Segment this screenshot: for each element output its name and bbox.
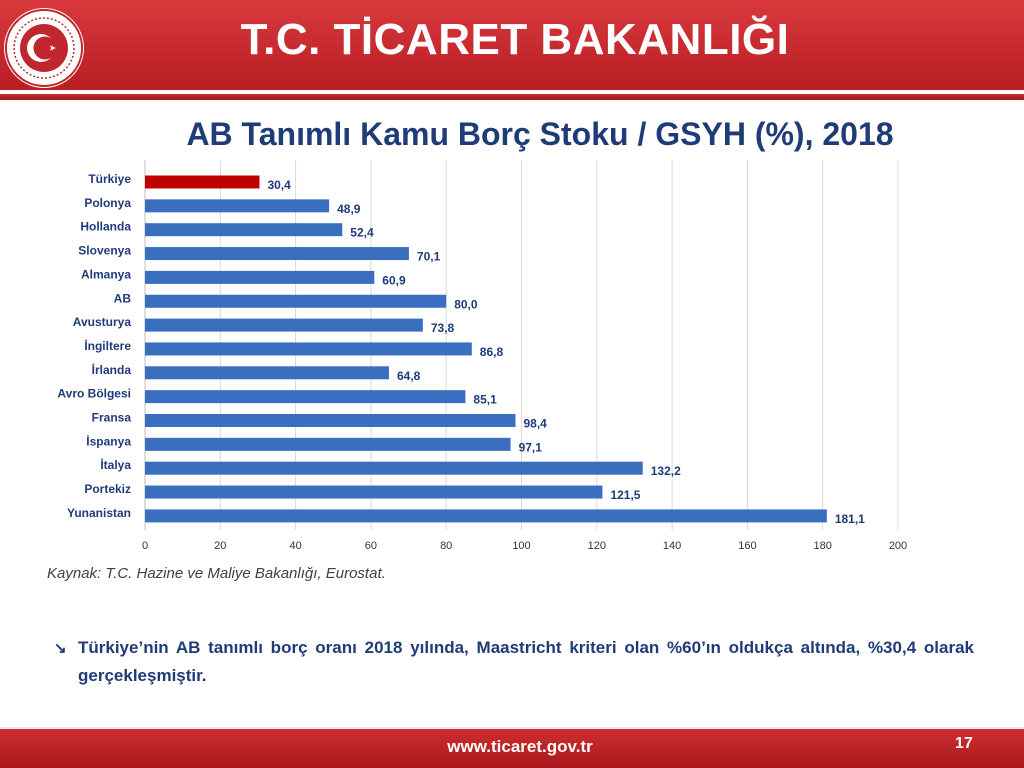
arrow-down-right-icon: ↘	[54, 640, 67, 657]
x-tick-label: 120	[588, 540, 606, 552]
bar	[145, 366, 389, 380]
data-label: 73,8	[431, 321, 455, 335]
bar	[145, 509, 827, 523]
data-label: 86,8	[480, 345, 504, 359]
category-label: İngiltere	[84, 338, 131, 353]
x-tick-label: 160	[738, 540, 756, 552]
data-label: 80,0	[454, 297, 478, 311]
category-label: Türkiye	[88, 172, 131, 186]
header-bar	[0, 0, 1024, 90]
data-label: 121,5	[610, 488, 640, 502]
ministry-logo	[4, 8, 84, 88]
bar	[145, 390, 466, 404]
page-number: 17	[955, 735, 973, 752]
data-label: 97,1	[519, 440, 543, 454]
data-label: 60,9	[382, 273, 406, 287]
header-underline	[0, 94, 1024, 100]
x-tick-label: 180	[814, 540, 832, 552]
data-label: 98,4	[523, 417, 547, 431]
category-label: Hollanda	[80, 220, 131, 234]
data-label: 30,4	[267, 178, 291, 192]
bar	[145, 342, 472, 356]
data-label: 132,2	[651, 464, 681, 478]
bar	[145, 223, 343, 237]
category-label: Polonya	[84, 196, 131, 210]
bar	[145, 437, 511, 451]
footer-bar	[0, 729, 1024, 768]
bar	[145, 199, 330, 213]
category-label: Fransa	[92, 411, 132, 425]
footer-divider	[0, 727, 1024, 729]
bar	[145, 485, 603, 499]
category-label: Avusturya	[73, 315, 132, 329]
data-label: 70,1	[417, 250, 441, 264]
x-tick-label: 100	[512, 540, 530, 552]
category-label: İtalya	[100, 457, 131, 472]
bar	[145, 461, 643, 475]
x-tick-label: 140	[663, 540, 681, 552]
x-tick-label: 60	[365, 540, 377, 552]
bar	[145, 175, 260, 189]
data-label: 181,1	[835, 512, 865, 526]
bar-chart: 0 20 40 60 80 100 120 140 160 180 200 Türkiye 30,4 Po…	[57, 160, 907, 552]
page-title: T.C. TİCARET BAKANLIĞI	[240, 15, 790, 64]
x-tick-label: 0	[142, 540, 148, 552]
x-tick-label: 20	[214, 540, 226, 552]
category-label: İrlanda	[92, 362, 132, 377]
chart-title: AB Tanımlı Kamu Borç Stoku / GSYH (%), 2…	[186, 116, 894, 152]
category-label: Yunanistan	[67, 506, 131, 520]
x-tick-label: 40	[289, 540, 301, 552]
x-tick-label: 200	[889, 540, 907, 552]
source-note: Kaynak: T.C. Hazine ve Maliye Bakanlığı,…	[47, 565, 386, 582]
category-label: Almanya	[81, 267, 131, 281]
bullet-text: Türkiye’nin AB tanımlı borç oranı 2018 y…	[78, 638, 974, 685]
header-divider	[0, 90, 1024, 94]
bar	[145, 414, 516, 427]
category-label: Avro Bölgesi	[57, 387, 131, 401]
bar	[145, 247, 409, 261]
category-label: AB	[114, 291, 132, 305]
bar	[145, 318, 423, 332]
data-label: 64,8	[397, 369, 421, 383]
category-label: İspanya	[86, 433, 131, 448]
data-label: 85,1	[473, 393, 497, 407]
category-label: Slovenya	[78, 244, 131, 258]
category-label: Portekiz	[84, 482, 131, 496]
x-tick-label: 80	[440, 540, 452, 552]
bar	[145, 270, 375, 284]
footer-url[interactable]: www.ticaret.gov.tr	[447, 737, 593, 756]
data-label: 48,9	[337, 202, 361, 216]
bar	[145, 294, 447, 308]
data-label: 52,4	[350, 226, 374, 240]
